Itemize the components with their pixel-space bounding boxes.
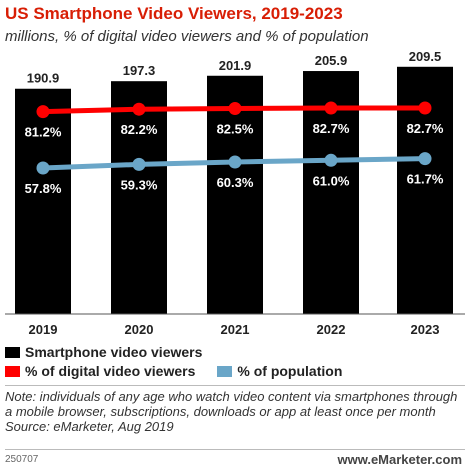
point-label-population-2021: 60.3% [217, 175, 254, 190]
legend-label-population: % of population [237, 363, 343, 379]
bar-2021 [207, 75, 263, 315]
bar-label-2022: 205.9 [315, 53, 348, 68]
point-digital-2023 [418, 101, 432, 115]
divider-bottom [5, 449, 465, 450]
bar-label-2019: 190.9 [27, 71, 60, 86]
point-label-population-2023: 61.7% [407, 172, 444, 187]
point-digital-2020 [132, 102, 146, 116]
bar-2020 [111, 81, 167, 314]
x-tick-2020: 2020 [125, 322, 154, 337]
point-population-2022 [324, 153, 338, 167]
lines-layer [36, 101, 432, 175]
point-digital-2019 [36, 105, 50, 119]
point-label-digital-2021: 82.5% [217, 121, 254, 136]
labels-layer: 190.9 2019 197.3 2020 201.9 2021 205.9 2022 209.… [25, 49, 444, 337]
bar-label-2021: 201.9 [219, 58, 252, 73]
legend-item-population: % of population [217, 363, 342, 379]
point-population-2019 [36, 161, 50, 175]
point-digital-2021 [228, 101, 242, 115]
chart-note: Note: individuals of any age who watch v… [5, 389, 467, 434]
point-population-2020 [132, 157, 146, 171]
legend-label-digital: % of digital video viewers [25, 363, 196, 379]
chart-subtitle: millions, % of digital video viewers and… [5, 28, 369, 45]
legend-swatch-digital [5, 365, 20, 377]
bar-label-2023: 209.5 [409, 49, 442, 64]
point-label-population-2022: 61.0% [313, 173, 350, 188]
point-label-digital-2020: 82.2% [121, 122, 158, 137]
note-text: Note: individuals of any age who watch v… [5, 389, 458, 419]
chart-id: 250707 [5, 454, 39, 465]
legend-item-digital: % of digital video viewers [5, 363, 195, 379]
combo-chart: 190.9 2019 197.3 2020 201.9 2021 205.9 2022 209.… [5, 49, 465, 337]
point-label-digital-2019: 81.2% [25, 125, 62, 140]
point-label-population-2020: 59.3% [121, 177, 158, 192]
x-tick-2021: 2021 [221, 322, 250, 337]
brand-name: eMarketer [370, 452, 432, 467]
point-label-digital-2023: 82.7% [407, 121, 444, 136]
brand-suffix: .com [431, 452, 462, 467]
legend-row-2: % of digital video viewers % of populati… [5, 363, 364, 379]
legend-swatch-population [217, 365, 233, 377]
point-population-2021 [228, 155, 242, 169]
point-label-population-2019: 57.8% [25, 181, 62, 196]
point-label-digital-2022: 82.7% [313, 121, 350, 136]
bar-label-2020: 197.3 [123, 63, 156, 78]
legend-swatch-viewers [5, 346, 20, 358]
brand-prefix: www. [337, 452, 371, 467]
chart-title: US Smartphone Video Viewers, 2019-2023 [5, 4, 343, 23]
brand-logo[interactable]: www.eMarketer.com [337, 452, 462, 467]
bar-2019 [15, 88, 71, 314]
x-tick-2019: 2019 [29, 322, 58, 337]
source-text: Source: eMarketer, Aug 2019 [5, 419, 174, 434]
x-tick-2023: 2023 [411, 322, 440, 337]
legend-row-1: Smartphone video viewers [5, 344, 224, 360]
divider-top [5, 385, 465, 386]
point-population-2023 [418, 152, 432, 166]
legend-label-viewers: Smartphone video viewers [25, 344, 203, 360]
legend-item-viewers: Smartphone video viewers [5, 344, 202, 360]
point-digital-2022 [324, 101, 338, 115]
x-tick-2022: 2022 [317, 322, 346, 337]
